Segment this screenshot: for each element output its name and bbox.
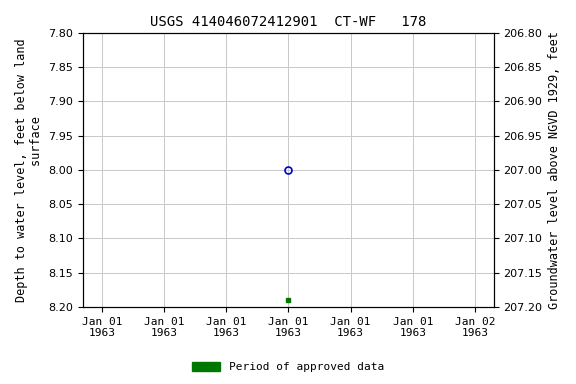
Y-axis label: Depth to water level, feet below land
        surface: Depth to water level, feet below land su…	[15, 38, 43, 302]
Legend: Period of approved data: Period of approved data	[188, 357, 388, 377]
Title: USGS 414046072412901  CT-WF   178: USGS 414046072412901 CT-WF 178	[150, 15, 427, 29]
Y-axis label: Groundwater level above NGVD 1929, feet: Groundwater level above NGVD 1929, feet	[548, 31, 561, 309]
